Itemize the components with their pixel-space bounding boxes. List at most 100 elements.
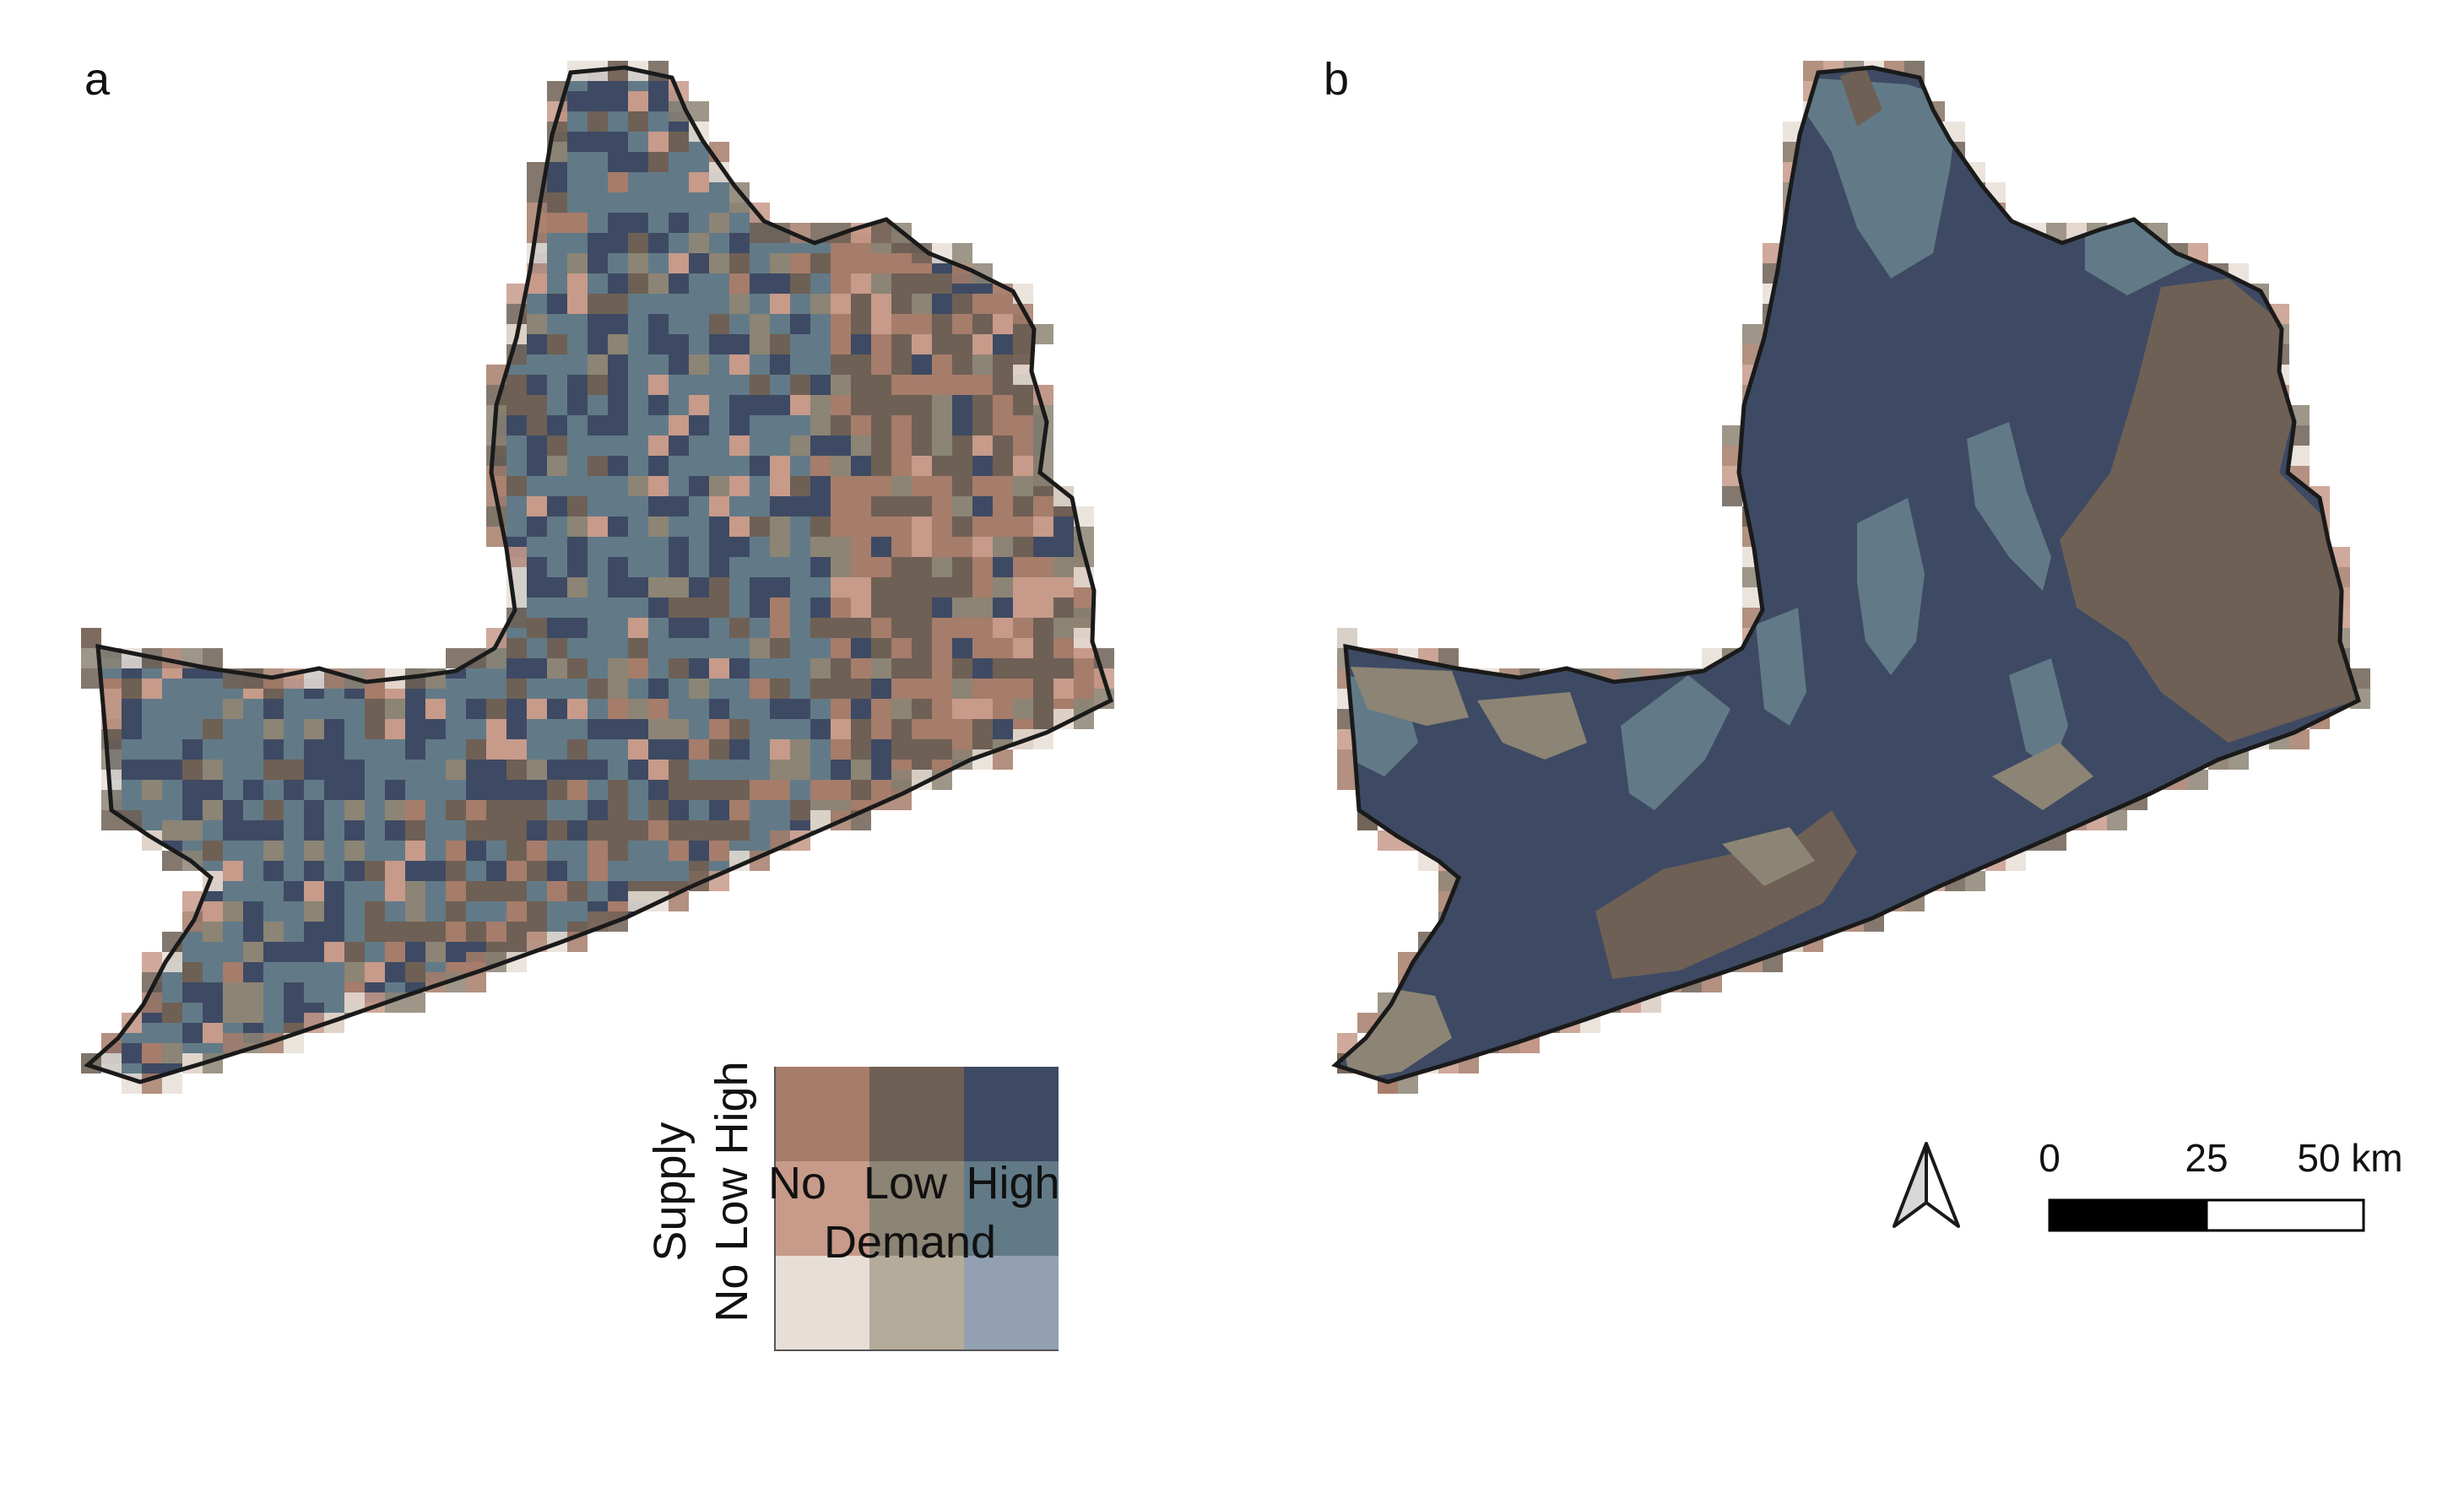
grid-cell (1053, 800, 1075, 821)
grid-cell (790, 395, 811, 416)
grid-cell (628, 638, 649, 659)
grid-cell (1053, 71, 1075, 92)
grid-cell (1094, 233, 1111, 254)
grid-cell (324, 496, 345, 517)
grid-cell (871, 111, 892, 132)
grid-cell (304, 192, 325, 214)
grid-cell (912, 922, 933, 943)
map-panel-a[interactable] (81, 51, 1135, 1105)
grid-cell (972, 598, 994, 619)
grid-cell (750, 982, 771, 1003)
grid-cell (547, 901, 568, 922)
map-panel-b[interactable] (1317, 51, 2414, 1114)
grid-cell (101, 1084, 122, 1105)
grid-cell (912, 679, 933, 700)
grid-cell (506, 841, 528, 862)
grid-cell (122, 577, 143, 598)
grid-cell (567, 861, 588, 882)
grid-cell (567, 841, 588, 862)
grid-cell (344, 91, 366, 112)
grid-cell (567, 962, 588, 983)
grid-cell (1094, 71, 1111, 92)
grid-cell (1033, 516, 1054, 538)
grid-cell (1114, 192, 1135, 214)
grid-cell (527, 760, 548, 781)
grid-cell (831, 192, 852, 214)
grid-cell (385, 760, 406, 781)
grid-cell (1013, 922, 1034, 943)
grid-cell (932, 192, 953, 214)
grid-cell (223, 71, 244, 92)
grid-cell (182, 375, 203, 396)
grid-cell (527, 132, 548, 153)
grid-cell (770, 1023, 791, 1044)
grid-cell (912, 841, 933, 862)
grid-cell (648, 354, 669, 376)
grid-cell (162, 294, 183, 315)
grid-cell (1013, 476, 1034, 497)
grid-cell (750, 456, 771, 477)
grid-cell (1053, 658, 1075, 679)
grid-cell (628, 273, 649, 295)
grid-cell (1094, 375, 1111, 396)
grid-cell (425, 132, 447, 153)
grid-cell (425, 841, 447, 862)
grid-cell (1033, 841, 1054, 862)
grid-cell (810, 152, 831, 173)
grid-cell (891, 881, 912, 902)
grid-cell (243, 132, 264, 153)
grid-cell (567, 1043, 588, 1064)
grid-cell (770, 456, 791, 477)
grid-cell (506, 415, 528, 436)
grid-cell (1013, 557, 1034, 578)
grid-cell (547, 456, 568, 477)
grid-cell (912, 901, 933, 922)
grid-cell (223, 91, 244, 112)
grid-cell (608, 273, 629, 295)
grid-cell (912, 537, 933, 558)
grid-cell (729, 699, 750, 720)
grid-cell (567, 760, 588, 781)
grid-cell (446, 780, 467, 801)
grid-cell (466, 415, 487, 436)
grid-cell (628, 618, 649, 639)
grid-cell (709, 982, 730, 1003)
grid-cell (588, 962, 609, 983)
grid-cell (405, 456, 426, 477)
grid-cell (952, 719, 973, 740)
grid-cell (506, 719, 528, 740)
grid-cell (203, 962, 224, 983)
grid-cell (385, 435, 406, 457)
grid-cell (770, 679, 791, 700)
grid-cell (223, 111, 244, 132)
grid-cell (608, 841, 629, 862)
grid-cell (891, 537, 912, 558)
grid-cell (628, 334, 649, 355)
grid-cell (1074, 1043, 1095, 1064)
grid-cell (1013, 901, 1034, 922)
grid-cell (871, 739, 892, 760)
grid-cell (648, 679, 669, 700)
grid-cell (324, 841, 345, 862)
grid-cell (1033, 820, 1054, 841)
grid-cell (506, 253, 528, 274)
grid-cell (101, 456, 122, 477)
grid-cell (669, 638, 690, 659)
grid-cell (588, 800, 609, 821)
grid-cell (263, 213, 284, 234)
grid-cell (689, 760, 710, 781)
grid-cell (932, 679, 953, 700)
grid-cell (527, 1063, 548, 1082)
grid-cell (88, 415, 102, 436)
grid-cell (729, 476, 750, 497)
grid-cell (527, 294, 548, 315)
grid-cell (1033, 496, 1054, 517)
grid-cell (790, 435, 811, 457)
grid-cell (932, 901, 953, 922)
grid-cell (831, 375, 852, 396)
grid-cell (547, 1084, 568, 1105)
grid-cell (1094, 537, 1111, 558)
grid-cell (425, 253, 447, 274)
grid-cell (972, 354, 994, 376)
grid-cell (729, 618, 750, 639)
